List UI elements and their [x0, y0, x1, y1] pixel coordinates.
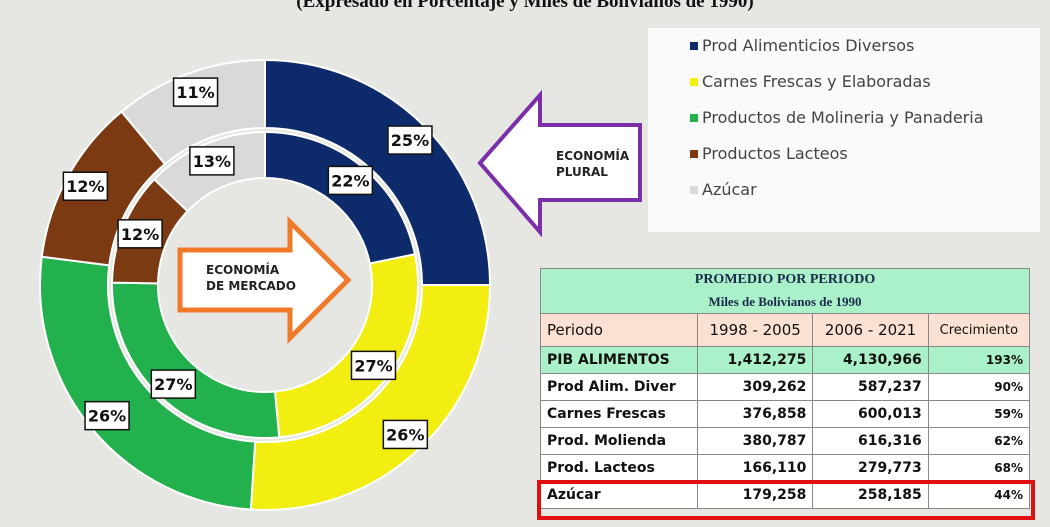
table-row: PIB ALIMENTOS 1,412,275 4,130,966 193% [540, 346, 1031, 374]
table-title-row: PROMEDIO POR PERIODO [540, 268, 1030, 291]
legend-item: Azúcar [690, 180, 757, 199]
table-row: Prod Alim. Diver 309,262 587,237 90% [540, 373, 1031, 401]
table-header-row: Periodo 1998 - 2005 2006 - 2021 Crecimiento [540, 313, 1031, 347]
table-cell: 1,412,275 [696, 346, 814, 374]
data-label: 27% [150, 369, 197, 399]
data-label-text: 13% [193, 152, 231, 171]
annotation: ECONOMÍA PLURAL [556, 149, 630, 179]
data-label: 12% [117, 219, 163, 249]
data-label: 26% [84, 400, 130, 431]
data-label-text: 11% [176, 83, 214, 102]
data-label: 22% [327, 165, 374, 196]
annotation: ECONOMÍA DE MERCADO [206, 263, 296, 293]
label-box [117, 219, 163, 249]
legend: Prod Alimenticios Diversos Carnes Frescas… [648, 28, 1040, 232]
data-label: 11% [172, 77, 219, 107]
label-box [327, 165, 374, 196]
table-cell: Prod. Molienda [540, 427, 698, 455]
header-cell: 1998 - 2005 [696, 313, 814, 347]
legend-item: Productos Lacteos [690, 144, 848, 163]
table-cell: 309,262 [696, 373, 814, 401]
donut-slice [39, 255, 257, 511]
table-cell: 166,110 [696, 454, 814, 482]
table-cell: 44% [927, 481, 1031, 509]
table-cell: Prod Alim. Diver [540, 373, 698, 401]
plural-arrow [477, 89, 642, 238]
data-label-text: 26% [386, 425, 424, 444]
table-title: PROMEDIO POR PERIODO [540, 268, 1030, 291]
label-box [172, 77, 219, 107]
data-label: 26% [382, 419, 429, 450]
label-box [382, 419, 429, 450]
header-cell: 2006 - 2021 [812, 313, 929, 347]
label-box [150, 369, 197, 399]
table-cell: 587,237 [812, 373, 929, 401]
data-label-text: 27% [154, 375, 192, 394]
table-subtitle: Miles de Bolivianos de 1990 [540, 291, 1030, 314]
table-cell: 376,858 [696, 400, 814, 428]
legend-swatch [690, 114, 698, 122]
table-cell: 68% [927, 454, 1031, 482]
table-cell: PIB ALIMENTOS [540, 346, 698, 374]
table-cell: Prod. Lacteos [540, 454, 698, 482]
legend-label: Prod Alimenticios Diversos [702, 36, 915, 55]
data-label-text: 22% [331, 171, 369, 190]
data-label: 13% [189, 146, 235, 176]
data-label: 25% [387, 125, 433, 155]
data-label: 12% [62, 171, 109, 201]
legend-swatch [690, 78, 698, 86]
table-cell: 193% [927, 346, 1031, 374]
data-label-text: 26% [88, 407, 126, 426]
legend-label: Productos de Molineria y Panaderia [702, 108, 984, 127]
label-box [62, 171, 109, 201]
donut-slice [264, 58, 492, 286]
table-cell: 179,258 [696, 481, 814, 509]
data-label-text: 12% [121, 225, 159, 244]
table-cell: 600,013 [812, 400, 929, 428]
table-cell: 4,130,966 [812, 346, 929, 374]
header-cell: Crecimiento [927, 313, 1031, 347]
data-label: 27% [350, 350, 397, 381]
table-row: Carnes Frescas 376,858 600,013 59% [540, 400, 1031, 428]
legend-swatch [690, 42, 698, 50]
mercado-arrow [177, 215, 352, 345]
label-box [189, 146, 235, 176]
data-label-text: 12% [66, 177, 104, 196]
table-cell: 62% [927, 427, 1031, 455]
table: PROMEDIO POR PERIODO Miles de Bolivianos … [540, 268, 1031, 509]
chart-title: (Expresado en Porcentaje y Miles de Boli… [296, 0, 754, 12]
table-row: Prod. Molienda 380,787 616,316 62% [540, 427, 1031, 455]
legend-item: Productos de Molineria y Panaderia [690, 108, 984, 127]
legend-swatch [690, 150, 698, 158]
highlight-box [537, 480, 1035, 520]
legend-swatch [690, 186, 698, 194]
legend-label: Azúcar [702, 180, 757, 199]
donut-slice [249, 284, 492, 511]
table-cell: 380,787 [696, 427, 814, 455]
table-cell: 616,316 [812, 427, 929, 455]
table-row: Prod. Lacteos 166,110 279,773 68% [540, 454, 1031, 482]
legend-label: Carnes Frescas y Elaboradas [702, 72, 931, 91]
label-box [84, 400, 130, 431]
label-box [350, 350, 397, 381]
table-cell: 59% [927, 400, 1031, 428]
legend-item: Carnes Frescas y Elaboradas [690, 72, 931, 91]
table-cell: 279,773 [812, 454, 929, 482]
data-label-text: 27% [354, 356, 392, 375]
legend-label: Productos Lacteos [702, 144, 848, 163]
data-label-text: 25% [391, 131, 429, 150]
table-cell: Carnes Frescas [540, 400, 698, 428]
legend-item: Prod Alimenticios Diversos [690, 36, 914, 55]
label-box [387, 125, 433, 155]
header-cell: Periodo [540, 313, 698, 347]
table-cell: 90% [927, 373, 1031, 401]
table-subtitle-row: Miles de Bolivianos de 1990 [540, 291, 1030, 314]
